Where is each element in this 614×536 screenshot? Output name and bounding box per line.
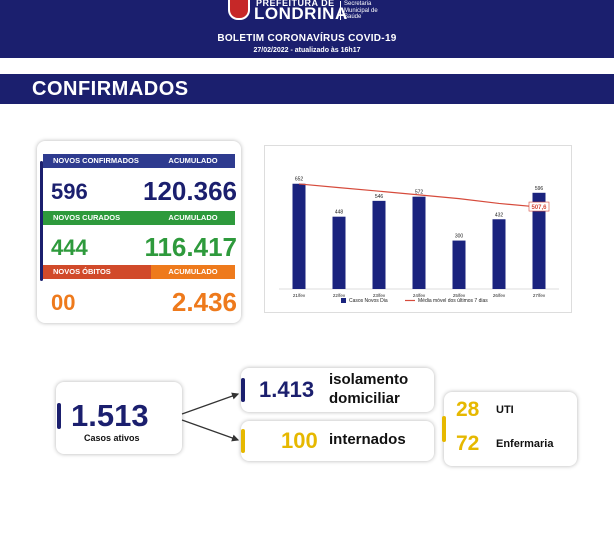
confirmed-accumulated: 120.366 bbox=[143, 176, 237, 206]
chart-bar-label: 596 bbox=[535, 186, 544, 192]
recovered-value: 444 bbox=[51, 235, 88, 260]
isolation-side-bar bbox=[241, 378, 245, 402]
chart-x-tick-label: 27/fev bbox=[533, 293, 546, 298]
hospitalized-box: 100 internados bbox=[241, 421, 434, 461]
confirmed-value: 596 bbox=[51, 179, 88, 204]
active-side-bar bbox=[57, 403, 61, 429]
chart-bar bbox=[532, 192, 546, 289]
icu-label: UTI bbox=[496, 404, 514, 416]
ward-value: 72 bbox=[456, 432, 480, 455]
chart-legend-label-line: Média móvel dos últimos 7 dias bbox=[418, 298, 488, 304]
hospital-side-bar bbox=[442, 416, 446, 442]
brand-name: LONDRINA bbox=[254, 4, 348, 23]
recovered-label: NOVOS CURADOS bbox=[43, 211, 151, 225]
recovered-header: NOVOS CURADOS ACUMULADO bbox=[43, 211, 235, 225]
chart-bar-label: 448 bbox=[335, 210, 344, 216]
recovered-accumulated: 116.417 bbox=[144, 232, 237, 262]
bulletin-date: 27/02/2022 - atualizado às 16h17 bbox=[253, 47, 361, 54]
brand-divider bbox=[340, 1, 341, 20]
brand-subtitle: Secretaria Municipal de Saúde bbox=[344, 1, 378, 20]
chart-svg: 652 21/fev 448 22/fev 546 23/fev 572 24/fev 300 2… bbox=[279, 177, 559, 304]
arrow-to-hospitalized bbox=[181, 419, 240, 442]
chart-bar bbox=[492, 219, 506, 289]
chart-bar bbox=[452, 240, 466, 289]
stats-panel: NOVOS CONFIRMADOS ACUMULADO 596 120.366 … bbox=[37, 141, 241, 323]
confirmed-header: NOVOS CONFIRMADOS ACUMULADO bbox=[43, 154, 235, 168]
section-title: CONFIRMADOS bbox=[32, 78, 189, 100]
chart-bar-label: 546 bbox=[375, 194, 384, 200]
brand-top: PREFEITURA DE bbox=[256, 0, 335, 8]
chart-highlight-box bbox=[528, 201, 550, 212]
hospitalized-label: internados bbox=[329, 431, 406, 448]
chart-bar bbox=[412, 196, 426, 289]
deaths-acc-label: ACUMULADO bbox=[151, 265, 235, 279]
deaths-value: 00 bbox=[51, 290, 76, 315]
deaths-accumulated: 2.436 bbox=[171, 287, 237, 317]
active-cases-value: 1.513 bbox=[71, 398, 149, 433]
chart-bar bbox=[292, 183, 306, 289]
deaths-label: NOVOS ÓBITOS bbox=[43, 265, 151, 279]
city-crest-icon bbox=[228, 0, 250, 20]
confirmed-acc-label: ACUMULADO bbox=[151, 154, 235, 168]
chart-x-tick-label: 23/fev bbox=[373, 293, 386, 298]
cases-chart: 652 21/fev 448 22/fev 546 23/fev 572 24/fev 300 2… bbox=[264, 145, 572, 313]
chart-x-tick-label: 21/fev bbox=[293, 293, 306, 298]
isolation-box: 1.413 isolamento domiciliar bbox=[241, 368, 434, 412]
split-arrows bbox=[181, 392, 240, 442]
confirmed-label: NOVOS CONFIRMADOS bbox=[43, 154, 151, 168]
chart-bar-label: 572 bbox=[415, 190, 424, 196]
chart-x-tick-label: 26/fev bbox=[493, 293, 506, 298]
chart-x-tick-label: 22/fev bbox=[333, 293, 346, 298]
chart-bar bbox=[332, 216, 346, 289]
chart-legend-swatch-bars bbox=[341, 298, 346, 303]
chart-x-tick-label: 25/fev bbox=[453, 293, 466, 298]
active-cases-label: Casos ativos bbox=[84, 433, 140, 443]
chart-highlight-label: 507,6 bbox=[531, 205, 547, 211]
chart-bar bbox=[372, 200, 386, 289]
chart-x-tick-label: 24/fev bbox=[413, 293, 426, 298]
stats-side-bar bbox=[40, 161, 43, 281]
isolation-label: isolamento domiciliar bbox=[329, 371, 409, 407]
bulletin-title: BOLETIM CORONAVÍRUS COVID-19 bbox=[217, 33, 397, 44]
header: PREFEITURA DE LONDRINA Secretaria Munici… bbox=[0, 0, 614, 58]
recovered-acc-label: ACUMULADO bbox=[151, 211, 235, 225]
ward-label: Enfermaria bbox=[496, 438, 554, 450]
hospital-breakdown-box: 28 UTI 72 Enfermaria bbox=[442, 392, 577, 466]
chart-legend-label-bars: Casos Novos Dia bbox=[349, 298, 388, 304]
hospitalized-side-bar bbox=[241, 429, 245, 453]
chart-moving-average-line bbox=[298, 183, 540, 208]
chart-bar-label: 432 bbox=[495, 212, 504, 218]
isolation-value: 1.413 bbox=[259, 377, 315, 402]
arrow-to-isolation bbox=[181, 392, 240, 415]
icu-value: 28 bbox=[456, 398, 480, 421]
chart-bar-label: 300 bbox=[455, 234, 464, 240]
active-cases-box: 1.513 Casos ativos bbox=[56, 382, 182, 454]
section-banner: CONFIRMADOS bbox=[0, 74, 614, 104]
deaths-header: NOVOS ÓBITOS ACUMULADO bbox=[43, 265, 235, 279]
chart-bar-label: 652 bbox=[295, 177, 304, 183]
hospitalized-value: 100 bbox=[281, 428, 318, 453]
